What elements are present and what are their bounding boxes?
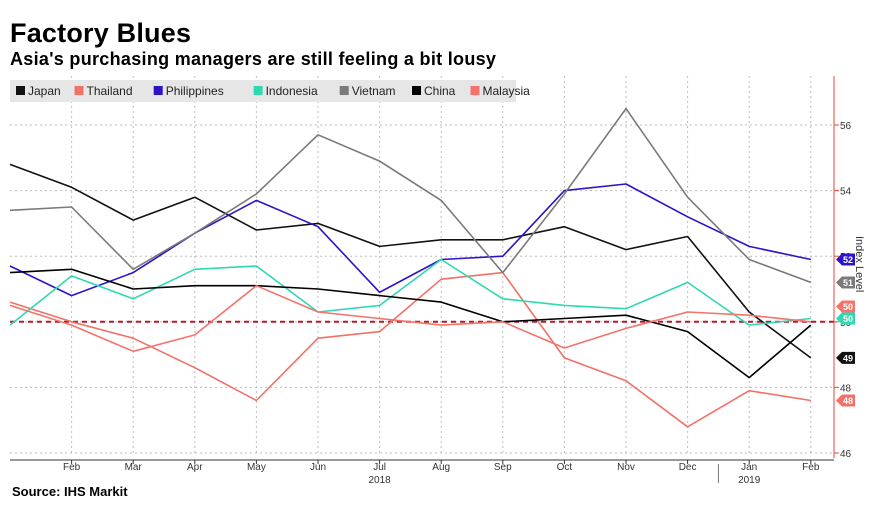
x-tick-label: Feb: [63, 462, 81, 473]
axes: 46 48 50 52 54 56 Index Level Feb Mar Apr May Jun Ju…: [10, 76, 865, 486]
x-tick-label: May: [247, 462, 266, 473]
end-label-thailand: 48: [843, 396, 853, 406]
y-axis-title: Index Level: [853, 236, 865, 292]
x-tick-label: Jan: [741, 462, 757, 473]
gridlines: [10, 76, 834, 454]
x-tick-label: Sep: [494, 462, 512, 473]
legend-label-thailand: Thailand: [87, 84, 133, 98]
legend-swatch-philippines: [153, 86, 163, 95]
end-tag-vietnam: [836, 276, 855, 289]
end-labels: 49 48 52 50 51 50: [836, 253, 855, 407]
legend-swatch-japan: [16, 86, 25, 95]
y-tick-label: 46: [840, 449, 852, 460]
legend: Japan Thailand Philippines Indonesia Vietnam…: [10, 80, 530, 102]
legend-label-china: China: [424, 84, 456, 98]
series-line-japan: [9, 163, 812, 359]
x-tick-label: Nov: [617, 462, 635, 473]
end-tag-japan: [836, 351, 855, 364]
end-tag-philippines: [836, 253, 855, 266]
end-label-indonesia: 50: [843, 314, 853, 324]
end-label-philippines: 52: [843, 255, 853, 265]
series-line-philippines: [9, 183, 811, 297]
x-tick-label: Feb: [802, 462, 820, 473]
end-label-malaysia: 50: [843, 302, 853, 312]
series-line-vietnam: [9, 107, 812, 284]
legend-swatch-malaysia: [470, 86, 480, 95]
legend-label-vietnam: Vietnam: [352, 84, 396, 98]
x-tick-label: Jun: [310, 462, 326, 473]
series-line-indonesia: [9, 258, 811, 326]
x-tick-label: Dec: [679, 462, 697, 473]
series-lines: [9, 107, 812, 428]
series-line-china: [9, 268, 812, 379]
series-line-thailand: [9, 271, 811, 428]
end-tag-indonesia: [836, 312, 855, 325]
end-label-japan: 49: [843, 353, 853, 363]
y-tick-label: 56: [840, 121, 852, 132]
legend-box: [10, 80, 516, 102]
y-tick-label: 48: [840, 383, 852, 394]
plot-area: [10, 76, 834, 460]
x-tick-label: Oct: [557, 462, 573, 473]
legend-label-indonesia: Indonesia: [266, 84, 318, 98]
source-note: Source: IHS Markit: [12, 484, 128, 499]
x-tick-label: Mar: [125, 462, 143, 473]
end-tag-thailand: [836, 394, 855, 407]
legend-label-japan: Japan: [28, 84, 61, 98]
legend-swatch-china: [412, 86, 421, 95]
legend-swatch-indonesia: [253, 86, 263, 95]
x-tick-label: Jul: [373, 462, 386, 473]
chart-subtitle: Asia's purchasing managers are still fee…: [10, 49, 497, 69]
legend-swatch-thailand: [74, 86, 84, 95]
series-line-malaysia: [9, 284, 811, 353]
x-year-label: 2019: [738, 475, 761, 486]
x-tick-label: Aug: [432, 462, 450, 473]
end-tag-malaysia: [836, 300, 855, 313]
legend-label-malaysia: Malaysia: [483, 84, 531, 98]
legend-label-philippines: Philippines: [166, 84, 224, 98]
chart-title: Factory Blues: [10, 18, 192, 48]
x-year-label: 2018: [368, 475, 391, 486]
y-tick-label: 54: [840, 187, 852, 198]
end-label-vietnam: 51: [843, 278, 853, 288]
x-tick-label: Apr: [187, 462, 203, 473]
legend-swatch-vietnam: [339, 86, 349, 95]
